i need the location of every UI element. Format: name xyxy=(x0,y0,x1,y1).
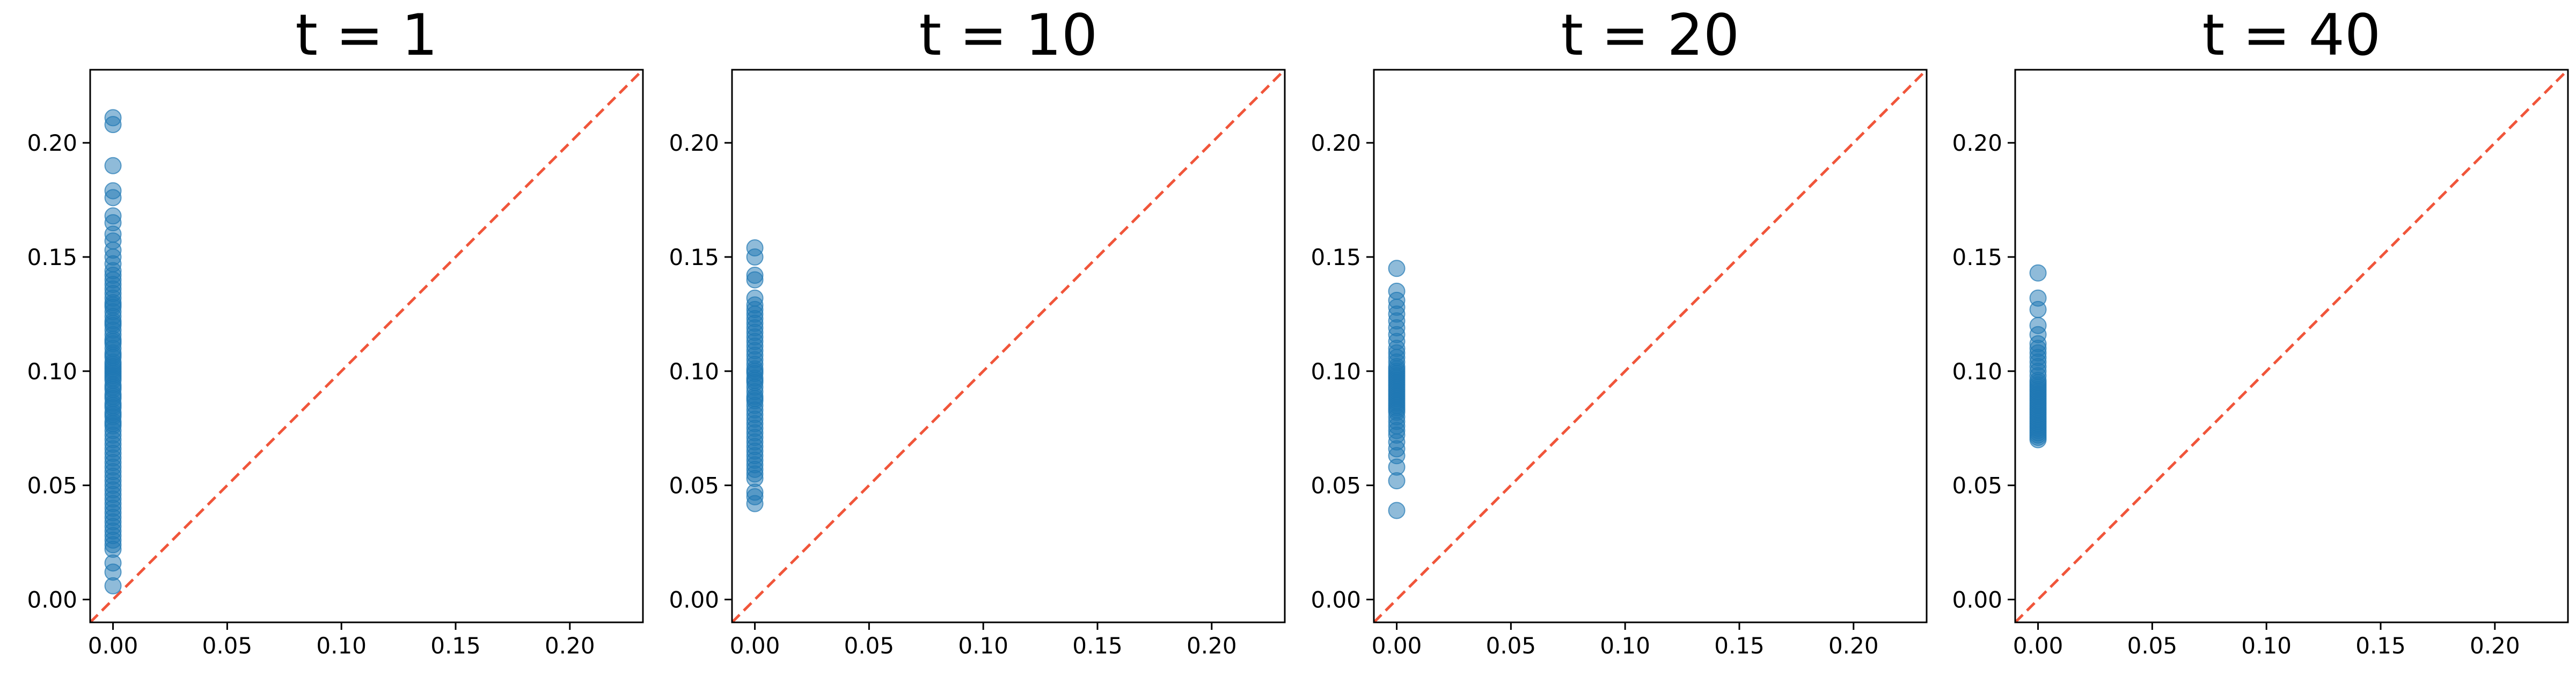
scatter-panel: 0.00 0.05 0.10 0.15 0.20 0.00 0.05 0.10 0.15 0.20… xyxy=(27,2,644,659)
data-point xyxy=(1388,260,1406,277)
y-tick-label: 0.05 xyxy=(1311,473,1361,499)
x-tick-label: 0.20 xyxy=(545,633,595,659)
x-tick-label: 0.10 xyxy=(2241,633,2292,659)
y-tick-label: 0.00 xyxy=(27,586,77,613)
reference-line xyxy=(1374,70,1927,622)
x-tick-label: 0.15 xyxy=(430,633,481,659)
data-point xyxy=(746,371,764,389)
y-tick-label: 0.20 xyxy=(1952,130,2002,156)
scatter-panel: 0.00 0.05 0.10 0.15 0.20 0.00 0.05 0.10 0.15 0.20… xyxy=(1952,2,2569,659)
x-tick-label: 0.20 xyxy=(2470,633,2520,659)
data-point xyxy=(746,390,764,407)
data-point xyxy=(104,333,122,350)
y-tick-label: 0.20 xyxy=(27,130,77,156)
y-tick-label: 0.05 xyxy=(669,473,719,499)
data-point xyxy=(746,248,764,266)
data-point xyxy=(104,157,122,174)
y-tick-label: 0.00 xyxy=(1952,586,2002,613)
axes-frame xyxy=(89,69,644,623)
x-tick-label: 0.10 xyxy=(316,633,367,659)
y-tick-label: 0.10 xyxy=(1952,358,2002,385)
x-tick-label: 0.05 xyxy=(844,633,895,659)
x-tick-label: 0.05 xyxy=(202,633,253,659)
data-point xyxy=(104,415,122,432)
y-tick-label: 0.20 xyxy=(1311,130,1361,156)
axes-frame xyxy=(2014,69,2569,623)
x-tick-label: 0.00 xyxy=(1372,633,1422,659)
y-tick-label: 0.15 xyxy=(27,244,77,270)
data-point xyxy=(2029,300,2047,318)
y-tick-label: 0.20 xyxy=(669,130,719,156)
scatter-panel: 0.00 0.05 0.10 0.15 0.20 0.00 0.05 0.10 0.15 0.20… xyxy=(1311,2,1928,659)
y-tick-label: 0.05 xyxy=(27,473,77,499)
data-point xyxy=(104,577,122,594)
x-tick-label: 0.10 xyxy=(1600,633,1650,659)
x-tick-label: 0.10 xyxy=(958,633,1008,659)
panel-title: t = 1 xyxy=(295,2,437,68)
y-tick-label: 0.10 xyxy=(669,358,719,385)
data-point xyxy=(2029,374,2047,392)
data-point xyxy=(104,296,122,314)
data-point xyxy=(104,116,122,134)
data-point xyxy=(104,314,122,332)
x-tick-label: 0.15 xyxy=(1072,633,1123,659)
data-point xyxy=(746,495,764,512)
data-point xyxy=(1388,401,1406,419)
x-tick-label: 0.00 xyxy=(88,633,138,659)
y-tick-label: 0.15 xyxy=(669,244,719,270)
x-tick-label: 0.15 xyxy=(2355,633,2406,659)
x-tick-label: 0.00 xyxy=(2013,633,2063,659)
y-tick-label: 0.15 xyxy=(1311,244,1361,270)
panel-title: t = 20 xyxy=(1561,2,1740,68)
y-tick-label: 0.15 xyxy=(1952,244,2002,270)
reference-line xyxy=(732,70,1285,622)
axes-frame xyxy=(1373,69,1928,623)
x-tick-label: 0.00 xyxy=(730,633,780,659)
x-tick-label: 0.20 xyxy=(1828,633,1879,659)
data-point xyxy=(1388,472,1406,490)
y-tick-label: 0.10 xyxy=(1311,358,1361,385)
x-tick-label: 0.05 xyxy=(2127,633,2178,659)
data-point xyxy=(104,189,122,207)
panel-title: t = 40 xyxy=(2202,2,2381,68)
panel-title: t = 10 xyxy=(919,2,1098,68)
x-tick-label: 0.15 xyxy=(1714,633,1765,659)
reference-line xyxy=(90,70,643,622)
y-tick-label: 0.00 xyxy=(1311,586,1361,613)
x-tick-label: 0.20 xyxy=(1187,633,1237,659)
data-point xyxy=(1388,502,1406,519)
y-tick-label: 0.00 xyxy=(669,586,719,613)
reference-line xyxy=(2015,70,2568,622)
axes-frame xyxy=(731,69,1286,623)
y-tick-label: 0.10 xyxy=(27,358,77,385)
y-tick-label: 0.05 xyxy=(1952,473,2002,499)
x-tick-label: 0.05 xyxy=(1486,633,1536,659)
data-point xyxy=(746,271,764,289)
data-point xyxy=(2029,264,2047,282)
scatter-panel: 0.00 0.05 0.10 0.15 0.20 0.00 0.05 0.10 0.15 0.20… xyxy=(669,2,1286,659)
